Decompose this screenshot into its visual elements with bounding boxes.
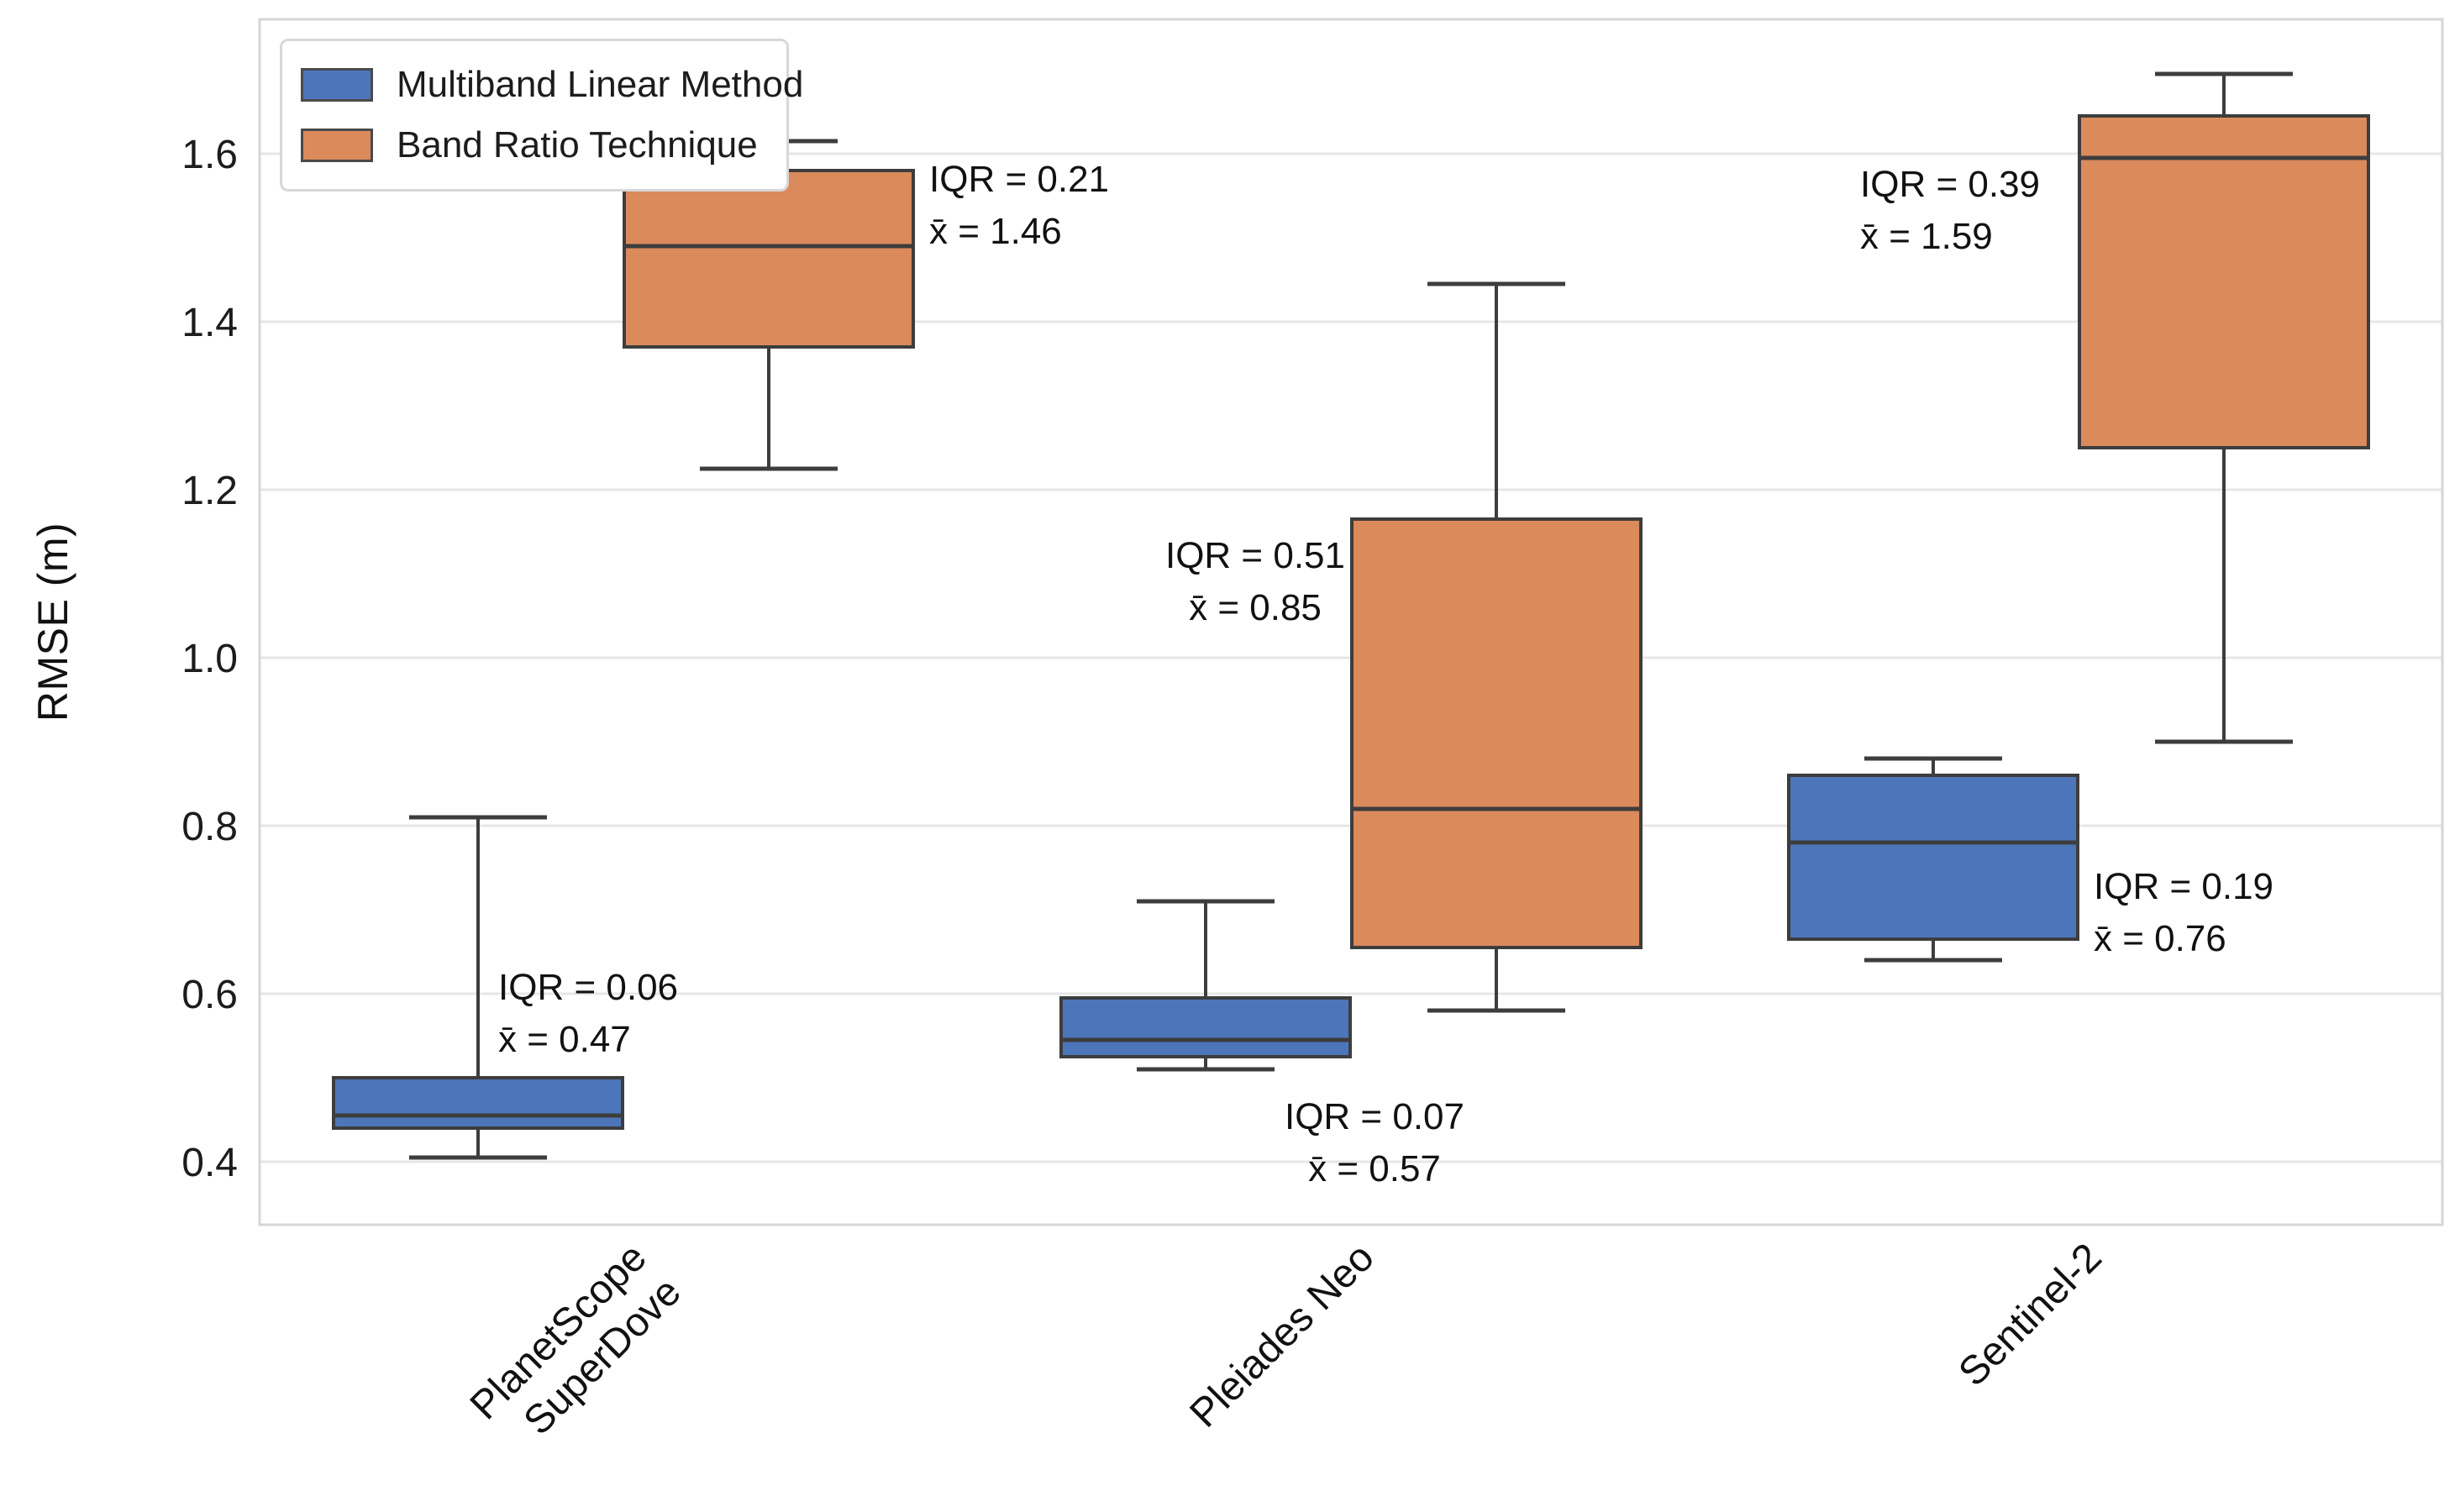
annotation-text: IQR = 0.21 [929, 159, 1109, 200]
y-tick-label: 0.6 [181, 973, 238, 1017]
plot-border [258, 18, 2444, 1226]
x-tick-text: PlanetScopeSuperDove [462, 1235, 690, 1462]
annotation-text: x̄ = 0.47 [498, 1019, 631, 1060]
y-axis-title: RMSE (m) [29, 522, 76, 722]
y-tick-label: 0.4 [181, 1141, 238, 1185]
annotation-text: x̄ = 1.59 [1860, 216, 1993, 257]
annotation-text: x̄ = 0.76 [2094, 918, 2226, 959]
box-orange [2078, 114, 2370, 449]
box-blue [1059, 996, 1352, 1058]
y-tick-label: 1.6 [181, 133, 238, 177]
legend-swatch-orange [301, 129, 373, 162]
legend-label: Band Ratio Technique [397, 124, 758, 165]
box-orange [1350, 517, 1643, 949]
annotation-text: x̄ = 0.85 [1189, 587, 1322, 628]
box-blue [332, 1076, 624, 1130]
legend-item-multiband: Multiband Linear Method [301, 55, 803, 115]
x-tick-label: Sentinel-2 [1950, 1235, 2110, 1394]
annotation-text: x̄ = 1.46 [929, 211, 1062, 252]
annotation-text: IQR = 0.07 [1285, 1096, 1464, 1137]
legend-swatch-blue [301, 68, 373, 102]
x-tick-text: Sentinel-2 [1950, 1235, 2110, 1394]
annotation-text: IQR = 0.19 [2094, 866, 2273, 907]
x-tick-label: Pleiades Neo [1181, 1235, 1382, 1436]
annotation-text: IQR = 0.51 [1165, 535, 1345, 576]
legend: Multiband Linear Method Band Ratio Techn… [280, 39, 803, 192]
x-tick-label: PlanetScopeSuperDove [462, 1235, 690, 1462]
y-tick-label: 1.0 [181, 637, 238, 681]
annotation-text: IQR = 0.06 [498, 967, 678, 1008]
box-orange [623, 169, 915, 349]
box-blue [1787, 774, 2079, 941]
y-tick-label: 0.8 [181, 805, 238, 849]
annotation-text: x̄ = 0.57 [1308, 1148, 1441, 1189]
y-tick-label: 1.2 [181, 469, 238, 513]
legend-label: Multiband Linear Method [397, 64, 804, 105]
legend-item-bandratio: Band Ratio Technique [301, 115, 768, 176]
y-tick-label: 1.4 [181, 301, 238, 345]
annotation-text: IQR = 0.39 [1860, 164, 2040, 205]
x-tick-text: Pleiades Neo [1181, 1235, 1382, 1436]
